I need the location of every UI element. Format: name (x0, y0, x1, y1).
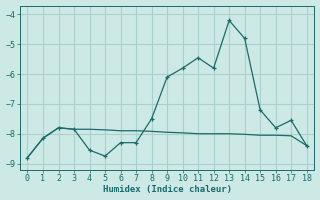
X-axis label: Humidex (Indice chaleur): Humidex (Indice chaleur) (103, 185, 232, 194)
